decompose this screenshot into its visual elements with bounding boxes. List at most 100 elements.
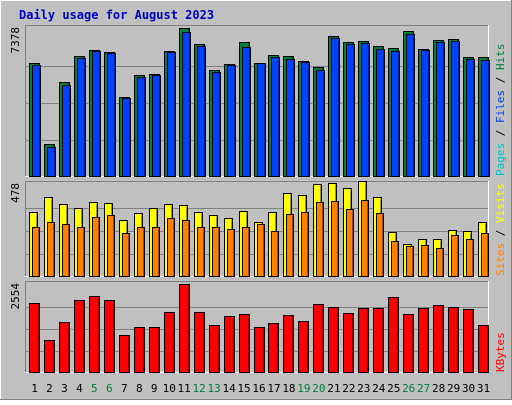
bar-files-day-14 xyxy=(227,65,236,177)
legend-sep-2: / xyxy=(494,70,507,90)
x-tick-label-day-22: 22 xyxy=(342,382,355,395)
y-axis-max-label: 478 xyxy=(9,183,22,203)
bar-files-day-16 xyxy=(257,63,266,177)
bar-sites-day-30 xyxy=(466,239,474,277)
bar-sites-day-2 xyxy=(47,222,55,277)
legend-bottom: KBytes xyxy=(494,332,507,372)
bar-sites-day-20 xyxy=(316,202,324,277)
bar-kbytes-day-21 xyxy=(328,307,339,373)
x-tick-label-day-13: 13 xyxy=(207,382,220,395)
bar-files-day-12 xyxy=(197,46,206,177)
x-tick-label-day-25: 25 xyxy=(387,382,400,395)
x-tick-label-day-4: 4 xyxy=(76,382,83,395)
x-tick-label-day-21: 21 xyxy=(327,382,340,395)
bar-files-day-18 xyxy=(286,59,295,177)
svg-text:KBytes: KBytes xyxy=(494,332,507,372)
x-tick-label-day-28: 28 xyxy=(432,382,445,395)
legend-sep-1: / xyxy=(494,123,507,143)
x-tick-label-day-27: 27 xyxy=(417,382,430,395)
bar-files-day-31 xyxy=(481,60,490,177)
bar-sites-day-18 xyxy=(286,214,294,277)
bar-sites-day-1 xyxy=(32,227,40,277)
bar-sites-day-5 xyxy=(92,217,100,277)
x-tick-label-day-5: 5 xyxy=(91,382,98,395)
legend-middle: Sites / Visits xyxy=(494,183,507,276)
bar-files-day-26 xyxy=(406,34,415,177)
bar-files-day-10 xyxy=(167,52,176,177)
bar-sites-day-6 xyxy=(107,215,115,277)
bar-kbytes-day-25 xyxy=(388,297,399,373)
bar-sites-day-16 xyxy=(257,224,265,277)
x-tick-label-day-17: 17 xyxy=(267,382,280,395)
bar-files-day-28 xyxy=(436,42,445,177)
bar-kbytes-day-18 xyxy=(283,315,294,373)
bar-kbytes-day-7 xyxy=(119,335,130,373)
bar-sites-day-23 xyxy=(361,200,369,277)
x-tick-label-day-3: 3 xyxy=(61,382,68,395)
bar-sites-day-3 xyxy=(62,224,70,277)
bar-files-day-21 xyxy=(331,38,340,177)
bar-files-day-29 xyxy=(451,41,460,177)
bar-files-day-6 xyxy=(107,53,116,177)
bar-files-day-3 xyxy=(62,85,71,177)
bar-sites-day-4 xyxy=(77,227,85,277)
bar-kbytes-day-26 xyxy=(403,314,414,373)
x-tick-label-day-9: 9 xyxy=(151,382,158,395)
bar-sites-day-22 xyxy=(346,209,354,277)
bar-files-day-7 xyxy=(122,98,131,177)
svg-text:Pages / Files / Hits: Pages / Files / Hits xyxy=(494,44,507,177)
x-tick-label-day-20: 20 xyxy=(312,382,325,395)
bar-kbytes-day-13 xyxy=(209,325,220,373)
x-tick-label-day-16: 16 xyxy=(252,382,265,395)
bar-files-day-19 xyxy=(301,62,310,177)
bar-files-day-17 xyxy=(271,57,280,177)
x-tick-label-day-23: 23 xyxy=(357,382,370,395)
bar-sites-day-26 xyxy=(406,246,414,277)
bar-kbytes-day-9 xyxy=(149,327,160,373)
bar-kbytes-day-1 xyxy=(29,303,40,373)
x-tick-label-day-15: 15 xyxy=(237,382,250,395)
legend-top: Pages / Files / Hits xyxy=(494,44,507,177)
bar-sites-day-28 xyxy=(436,248,444,277)
bar-files-day-30 xyxy=(466,59,475,177)
bar-kbytes-day-12 xyxy=(194,312,205,373)
bar-sites-day-10 xyxy=(167,218,175,277)
bar-kbytes-day-10 xyxy=(164,312,175,373)
x-tick-label-day-2: 2 xyxy=(46,382,53,395)
bar-sites-day-21 xyxy=(331,201,339,277)
bar-kbytes-day-22 xyxy=(343,313,354,373)
bar-files-day-13 xyxy=(212,72,221,177)
bar-kbytes-day-17 xyxy=(268,323,279,373)
panel-visits-sites: 478 xyxy=(9,181,489,277)
x-tick-label-day-7: 7 xyxy=(121,382,128,395)
bar-sites-day-29 xyxy=(451,235,459,277)
y-axis-max-label: 7378 xyxy=(9,27,22,54)
x-tick-label-day-10: 10 xyxy=(163,382,176,395)
legend-kbytes: KBytes xyxy=(494,332,507,372)
bar-files-day-5 xyxy=(92,51,101,177)
bar-kbytes-day-14 xyxy=(224,316,235,373)
x-tick-label-day-26: 26 xyxy=(402,382,415,395)
x-tick-label-day-29: 29 xyxy=(447,382,460,395)
bar-sites-day-8 xyxy=(137,227,145,277)
bar-kbytes-day-20 xyxy=(313,304,324,373)
bar-sites-day-31 xyxy=(481,233,489,277)
x-tick-label-day-6: 6 xyxy=(106,382,113,395)
y-axis-max-label: 2554 xyxy=(9,283,22,310)
bar-files-day-23 xyxy=(361,43,370,177)
x-tick-label-day-14: 14 xyxy=(222,382,236,395)
bar-sites-day-12 xyxy=(197,227,205,277)
svg-text:Sites / Visits: Sites / Visits xyxy=(494,183,507,276)
bar-kbytes-day-31 xyxy=(478,325,489,373)
legend-files: Files xyxy=(494,90,507,123)
bar-sites-day-19 xyxy=(301,212,309,277)
bar-files-day-11 xyxy=(182,32,191,177)
bar-files-day-8 xyxy=(137,77,146,177)
x-tick-label-day-30: 30 xyxy=(462,382,475,395)
bar-files-day-27 xyxy=(421,50,430,177)
bar-files-day-24 xyxy=(376,49,385,177)
bar-sites-day-9 xyxy=(152,227,160,277)
bar-files-day-25 xyxy=(391,51,400,177)
bar-kbytes-day-30 xyxy=(463,309,474,373)
